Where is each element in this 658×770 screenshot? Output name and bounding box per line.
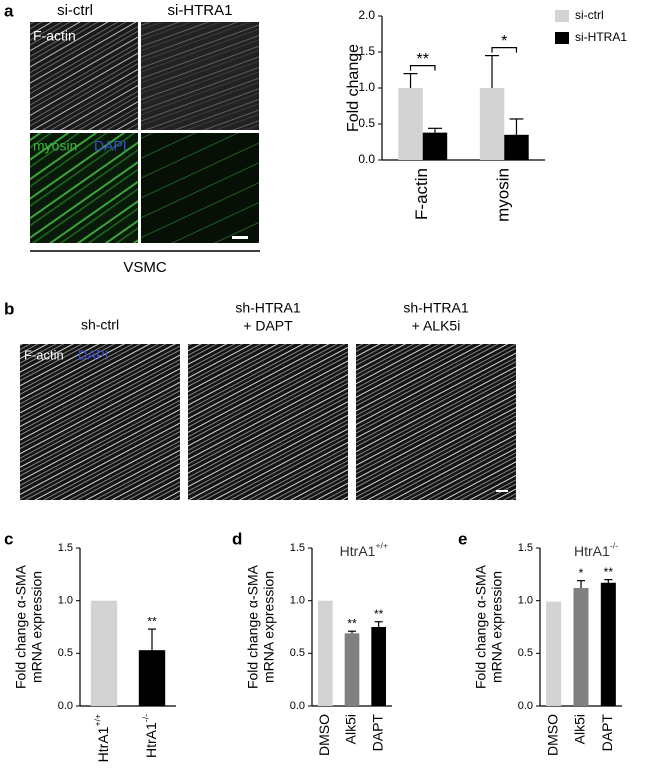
legend-swatch: [555, 32, 569, 44]
bar: [546, 601, 562, 706]
y-tick-label: 1.0: [58, 595, 73, 607]
y-tick-label: 0.0: [290, 700, 305, 712]
significance-label: **: [604, 565, 614, 579]
bar: [422, 132, 448, 160]
stain-label: F-actin: [24, 347, 64, 362]
micrograph: [30, 22, 138, 130]
y-axis-label: Fold change α-SMA: [473, 564, 489, 689]
x-tick-label: Alk5i: [572, 714, 588, 744]
y-axis-label: Fold change α-SMA: [13, 564, 29, 689]
bar: [398, 88, 423, 160]
column-label: + ALK5i: [412, 318, 461, 334]
y-tick-label: 0.0: [58, 700, 73, 712]
panel-label: e: [458, 529, 467, 548]
stain-label: DAPI: [94, 138, 127, 154]
x-tick-label: DMSO: [544, 714, 560, 756]
column-label: sh-HTRA1: [235, 300, 301, 316]
micrograph: [30, 133, 138, 243]
chart-title: HtrA1-/-: [574, 541, 618, 559]
y-tick-label: 2.0: [358, 8, 375, 22]
chart-title: HtrA1+/+: [340, 541, 388, 559]
scale-bar: [496, 490, 508, 492]
y-tick-label: 0.5: [58, 647, 73, 659]
y-tick-label: 1.0: [518, 595, 533, 607]
stain-label: DAPI: [78, 347, 108, 362]
y-tick-label: 0.5: [358, 116, 375, 130]
x-tick-label: Alk5i: [343, 714, 359, 744]
panel-a-images: si-ctrl si-HTRA1 F-actin myosin DAPI VSM…: [30, 2, 260, 276]
y-tick-label: 0.0: [518, 700, 533, 712]
panel-label: b: [4, 299, 14, 318]
y-tick-label: 0.5: [290, 647, 305, 659]
legend-swatch: [555, 10, 569, 22]
scale-bar: [232, 236, 248, 239]
x-tick-label: F-actin: [412, 168, 431, 220]
x-tick-label: DAPT: [599, 714, 615, 752]
significance-label: **: [374, 607, 384, 621]
y-tick-label: 1.5: [358, 44, 375, 58]
x-tick-label: myosin: [494, 168, 513, 222]
y-axis-label: mRNA expression: [29, 571, 45, 683]
significance-bracket: [491, 47, 518, 53]
panel-label: c: [4, 529, 13, 548]
bar: [138, 650, 166, 706]
significance-label: **: [147, 614, 157, 628]
significance-label: **: [347, 616, 357, 630]
bar: [573, 588, 589, 706]
x-tick-label: HtrA1+/+: [93, 714, 111, 762]
column-label: sh-HTRA1: [403, 300, 469, 316]
y-tick-label: 1.0: [290, 595, 305, 607]
bar: [504, 134, 529, 160]
column-label: sh-ctrl: [81, 317, 119, 333]
x-tick-label: HtrA1-/-: [141, 714, 159, 758]
micrograph: [141, 22, 259, 130]
significance-label: *: [579, 566, 584, 580]
micrograph: [141, 133, 259, 243]
panel-label: d: [232, 529, 242, 548]
y-tick-label: 1.5: [518, 542, 533, 554]
micrograph: [356, 344, 516, 500]
y-tick-label: 0.0: [358, 152, 375, 166]
bar: [344, 633, 360, 706]
y-tick-label: 1.5: [290, 542, 305, 554]
column-label: + DAPT: [243, 318, 293, 334]
stain-label: F-actin: [33, 28, 76, 44]
significance-bracket: [409, 65, 436, 71]
x-tick-label: DAPT: [369, 714, 385, 752]
stain-label: myosin: [33, 138, 77, 154]
y-axis-label: mRNA expression: [489, 571, 505, 683]
y-axis-label: mRNA expression: [261, 571, 277, 683]
panel-label: a: [4, 1, 14, 20]
bar: [479, 88, 505, 160]
micrograph: [20, 344, 180, 500]
y-tick-label: 0.5: [518, 647, 533, 659]
legend-label: si-HTRA1: [575, 30, 627, 44]
group-label: VSMC: [123, 259, 167, 276]
y-axis-label: Fold change: [345, 44, 362, 132]
significance-label: **: [417, 51, 429, 68]
significance-label: *: [501, 33, 507, 50]
column-label: si-ctrl: [57, 2, 93, 19]
y-axis-label: Fold change α-SMA: [245, 564, 261, 689]
bar: [318, 600, 333, 706]
column-label: si-HTRA1: [167, 2, 232, 19]
legend-label: si-ctrl: [575, 8, 604, 22]
bar: [371, 627, 386, 706]
micrograph: [188, 344, 348, 500]
y-tick-label: 1.0: [358, 80, 375, 94]
y-tick-label: 1.5: [58, 542, 73, 554]
panel-b-images: sh-ctrl sh-HTRA1 + DAPT sh-HTRA1 + ALK5i…: [20, 300, 516, 500]
x-tick-label: DMSO: [316, 714, 332, 756]
bar: [600, 582, 616, 706]
bar: [90, 600, 118, 706]
